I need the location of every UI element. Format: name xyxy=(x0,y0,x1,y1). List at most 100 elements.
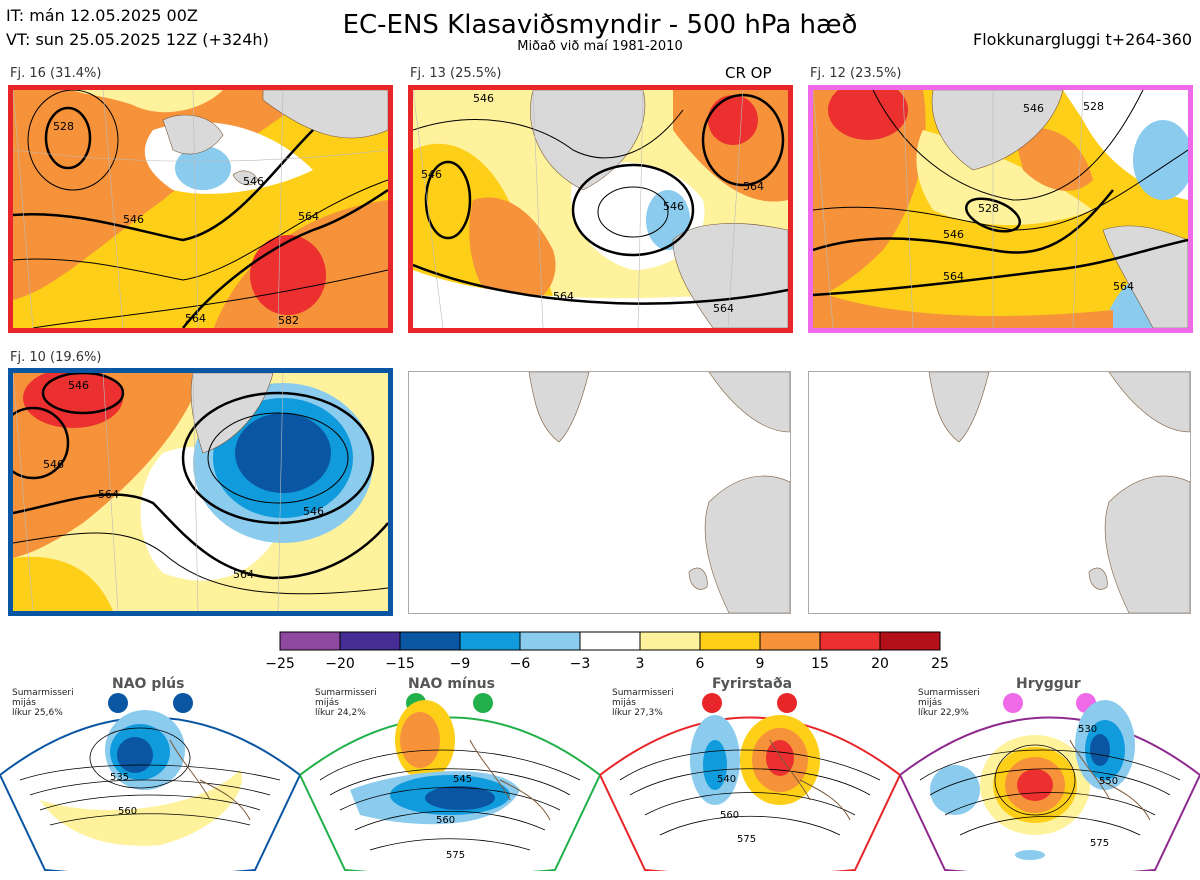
contour-line xyxy=(32,269,388,328)
regime-info-line: Sumarmisseri xyxy=(918,688,980,698)
land-greenland xyxy=(530,90,646,191)
land-north xyxy=(262,90,388,139)
anomaly-field xyxy=(813,290,1113,328)
contour-label: 575 xyxy=(1090,838,1109,849)
contour-label: 546 xyxy=(663,200,684,213)
regime-dot xyxy=(777,693,797,713)
contour-label: 564 xyxy=(713,302,734,315)
anomaly-field xyxy=(766,740,794,776)
land-greenland xyxy=(162,114,224,155)
colorbar-tick-label: 20 xyxy=(871,656,889,672)
cluster-map-2: 546 546 564 564 564 546 xyxy=(408,85,793,333)
contour-label: 560 xyxy=(436,815,455,826)
contour-label: 575 xyxy=(446,850,465,861)
issue-time: IT: mán 12.05.2025 00Z xyxy=(6,6,198,25)
contour-line xyxy=(413,263,788,305)
regime-info-line: líkur 25,6% xyxy=(12,708,63,718)
anomaly-field xyxy=(813,90,926,300)
coastline xyxy=(169,739,251,821)
anomaly-field xyxy=(400,712,440,768)
regime-info-line: líkur 27,3% xyxy=(612,708,663,718)
contour-label: 582 xyxy=(278,314,299,327)
page-subtitle: Miðað við maí 1981-2010 xyxy=(517,39,683,54)
colorbar-swatch xyxy=(759,631,821,651)
regime-name: Fyrirstaða xyxy=(712,676,793,692)
graticule xyxy=(13,373,284,611)
contour-label: 540 xyxy=(717,774,736,785)
contour-line xyxy=(413,109,684,159)
contour-label: 546 xyxy=(123,213,144,226)
regime-info-line: líkur 24,2% xyxy=(315,708,366,718)
contour-label: 528 xyxy=(1083,100,1104,113)
contour-label: 530 xyxy=(1078,724,1097,735)
contour-label: 528 xyxy=(978,202,999,215)
contour-line xyxy=(994,744,1076,816)
contour-line xyxy=(597,186,669,238)
regime-info-line: mijás xyxy=(918,698,942,708)
regime-info-line: mijás xyxy=(612,698,636,708)
land-svalbard xyxy=(708,372,790,433)
control-run-tag: CR OP xyxy=(725,64,772,82)
regime-info-line: mijás xyxy=(12,698,36,708)
contour-label: 546 xyxy=(43,458,64,471)
land-scandinavia xyxy=(1104,475,1190,613)
coastline xyxy=(1069,739,1151,821)
anomaly-field xyxy=(1133,120,1188,200)
contour-line xyxy=(701,93,785,187)
colorbar-tick-label: 3 xyxy=(636,656,645,672)
regime-info: Sumarmisseri mijás líkur 22,9% xyxy=(918,688,980,718)
anomaly-field xyxy=(117,737,153,773)
contour-line xyxy=(44,106,92,170)
regime-panel-nao-minus: Sumarmisseri mijás líkur 24,2% NAO mínus… xyxy=(300,676,600,880)
regime-name: NAO mínus xyxy=(408,676,495,692)
land-svalbard xyxy=(1108,372,1190,433)
colorbar-tick-label: 6 xyxy=(696,656,705,672)
regime-dot xyxy=(173,693,193,713)
contour-line xyxy=(319,749,581,851)
land-greenland xyxy=(528,372,590,443)
regime-info: Sumarmisseri mijás líkur 27,3% xyxy=(612,688,674,718)
contour-line xyxy=(89,727,191,789)
contour-label: 564 xyxy=(185,312,206,325)
colorbar-swatch xyxy=(579,631,641,651)
contour-line xyxy=(13,532,388,595)
contour-label: 535 xyxy=(110,772,129,783)
contour-line xyxy=(424,160,472,240)
anomaly-field xyxy=(250,235,326,315)
anomaly-field xyxy=(1090,734,1110,766)
clustering-window: Flokkunargluggi t+264-360 xyxy=(973,30,1192,49)
contour-label: 564 xyxy=(743,180,764,193)
graticule xyxy=(13,90,388,328)
colorbar-tick-label: 9 xyxy=(756,656,765,672)
panel-label: Fj. 12 (23.5%) xyxy=(810,66,902,81)
contour-label: 545 xyxy=(453,774,472,785)
land-britain xyxy=(1088,567,1108,590)
colorbar-swatch xyxy=(399,631,461,651)
contour-line xyxy=(13,129,314,242)
page-title: EC-ENS Klasaviðsmyndir - 500 hPa hæð xyxy=(342,10,858,40)
contour-label: 546 xyxy=(421,168,442,181)
contour-label: 546 xyxy=(303,505,324,518)
colorbar-tick-label: 25 xyxy=(931,656,949,672)
colorbar-tick-label: −25 xyxy=(265,656,295,672)
colorbar-tick-label: −3 xyxy=(570,656,591,672)
contour-line xyxy=(571,163,695,257)
valid-time: VT: sun 25.05.2025 12Z (+324h) xyxy=(6,30,269,49)
regime-panel-nao-plus: Sumarmisseri mijás líkur 25,6% NAO plús … xyxy=(0,676,300,880)
regime-dot xyxy=(108,693,128,713)
empty-map-1 xyxy=(408,371,791,614)
contour-label: 546 xyxy=(243,175,264,188)
panel-label: Fj. 13 (25.5%) xyxy=(410,66,502,81)
anomaly-field xyxy=(708,95,758,145)
anomaly-field xyxy=(40,770,242,846)
contour-line xyxy=(181,391,375,525)
contour-label: 546 xyxy=(473,92,494,105)
cluster-map-1: 528 546 546 564 564 582 xyxy=(8,85,393,333)
anomaly-field xyxy=(828,90,908,140)
regime-dot xyxy=(473,693,493,713)
contour-label: 564 xyxy=(553,290,574,303)
empty-map-2 xyxy=(808,371,1191,614)
anomaly-field xyxy=(13,556,113,611)
colorbar-tick-label: −6 xyxy=(510,656,531,672)
land-britain xyxy=(688,567,708,590)
